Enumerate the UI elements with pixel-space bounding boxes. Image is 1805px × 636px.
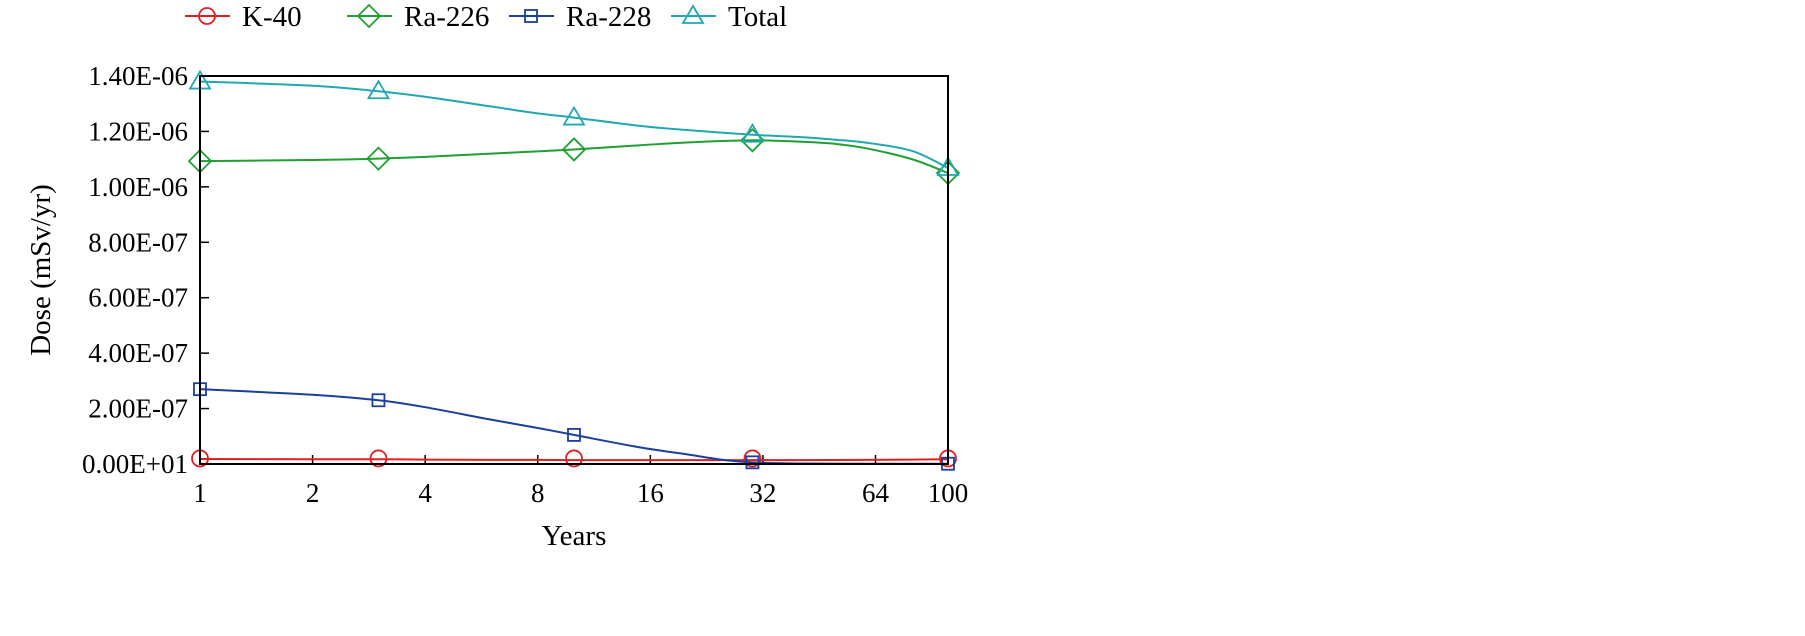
data-point-ra-226 [561,137,587,162]
series-ra-226 [187,128,961,186]
series-line-ra-228 [199,388,949,465]
x-tick-label: 1 [193,478,207,508]
legend-label: Total [728,1,787,33]
series-layer [187,69,961,471]
x-tick-label: 4 [418,478,432,508]
plot-frame [199,75,949,465]
data-point-k-40 [565,449,583,468]
data-point-total [740,122,765,143]
data-point-ra-226 [366,146,391,171]
legend-label: K-40 [242,1,302,33]
data-point-ra-228 [567,427,581,442]
x-axis-title: Years [542,520,607,552]
y-tick-label: 1.40E-06 [88,61,188,91]
legend-item-total: Total [671,1,787,33]
series-k-40 [191,449,957,468]
data-point-ra-228 [745,455,760,470]
axis-ticks [199,75,949,465]
x-tick-label: 2 [306,478,320,508]
y-tick-label: 6.00E-07 [88,283,188,313]
legend-swatch-marker [524,9,538,23]
series-line-total [199,80,949,169]
legend-swatch-marker [681,4,705,24]
x-tick-label: 16 [637,478,664,508]
legend-item-ra-226: Ra-226 [347,1,489,33]
data-point-total [562,105,586,126]
series-line-k-40 [199,458,949,462]
y-tick-label: 1.00E-06 [88,172,188,202]
y-tick-label: 1.20E-06 [88,116,188,146]
legend-label: Ra-228 [566,1,651,33]
y-tick-label: 0.00E+01 [82,449,188,479]
series-line-ra-226 [199,139,949,174]
data-point-k-40 [369,449,388,468]
legend: K-40 Ra-226 Ra-228 Total [185,1,787,33]
x-tick-label: 64 [862,478,890,508]
legend-item-ra-228: Ra-228 [509,1,651,33]
legend-item-k-40: K-40 [185,1,302,33]
x-tick-label: 8 [531,478,545,508]
legend-label: Ra-226 [404,1,489,33]
data-point-k-40 [743,449,762,468]
tick-labels: 0.00E+01 2.00E-07 4.00E-07 6.00E-07 8.00E-07… [82,61,968,508]
y-tick-label: 2.00E-07 [88,394,188,424]
y-tick-label: 8.00E-07 [88,227,188,257]
x-tick-label: 100 [928,478,969,508]
y-axis-title: Dose (mSv/yr) [25,184,57,356]
data-point-ra-228 [371,393,386,408]
legend-swatch-marker [198,7,216,25]
y-tick-label: 4.00E-07 [88,338,188,368]
data-point-total [366,79,391,100]
x-tick-label: 32 [749,478,776,508]
series-ra-228 [193,382,955,471]
legend-swatch-marker [356,3,382,29]
